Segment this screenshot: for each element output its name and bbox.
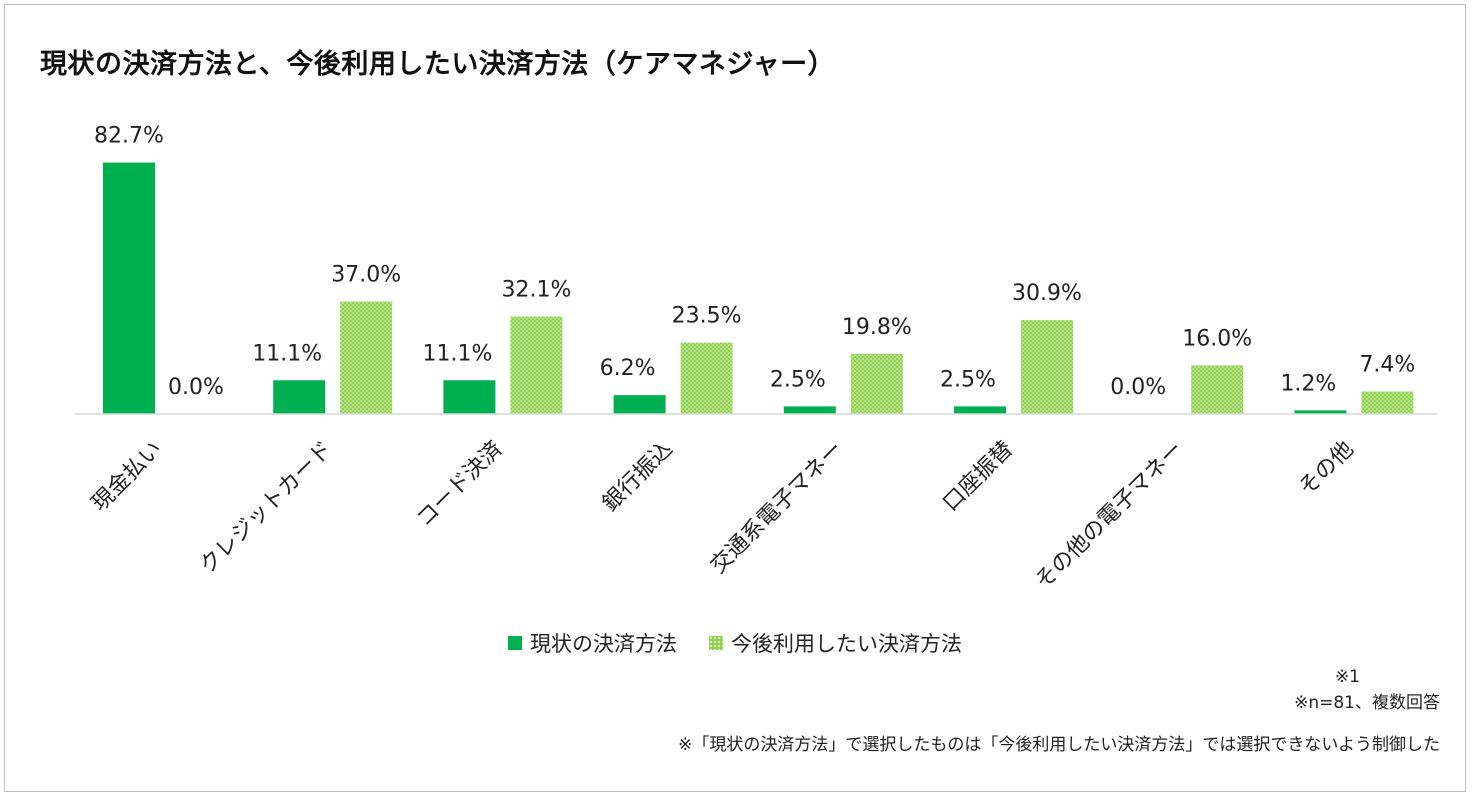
bar-future-3 — [680, 342, 733, 414]
category-label-0: 現金払い — [87, 437, 167, 517]
data-label-future-7: 7.4% — [1359, 353, 1415, 378]
bar-future-6 — [1191, 365, 1244, 414]
bar-future-2 — [510, 316, 563, 414]
category-label-6: その他の電子マネー — [1031, 437, 1189, 595]
bar-future-5 — [1021, 320, 1073, 414]
data-label-current-7: 1.2% — [1280, 371, 1336, 396]
category-label-5: 口座振替 — [938, 437, 1018, 517]
category-label-7: その他 — [1294, 437, 1358, 501]
data-label-current-0: 82.7% — [94, 124, 164, 149]
legend-label-future: 今後利用したい決済方法 — [731, 632, 962, 656]
bar-future-4 — [850, 353, 903, 414]
data-label-current-4: 2.5% — [770, 367, 826, 392]
bar-future-1 — [340, 301, 393, 414]
data-label-future-5: 30.9% — [1012, 281, 1082, 306]
legend-swatch-current — [508, 636, 522, 650]
data-label-future-6: 16.0% — [1182, 326, 1252, 351]
bar-current-2 — [443, 380, 496, 414]
data-label-future-4: 19.8% — [842, 315, 912, 340]
note-sample: ※n=81、複数回答 — [1294, 693, 1440, 713]
legend-swatch-future — [709, 636, 723, 650]
category-label-1: クレジットカード — [195, 437, 337, 579]
legend-item-future: 今後利用したい決済方法 — [709, 628, 962, 658]
category-label-3: 銀行振込 — [598, 437, 678, 517]
data-label-future-0: 0.0% — [168, 375, 224, 400]
data-label-future-1: 37.0% — [331, 263, 401, 288]
data-label-future-3: 23.5% — [672, 304, 742, 329]
legend-item-current: 現状の決済方法 — [508, 628, 677, 658]
data-label-current-6: 0.0% — [1110, 375, 1166, 400]
data-label-current-2: 11.1% — [422, 341, 492, 366]
legend: 現状の決済方法 今後利用したい決済方法 — [508, 628, 994, 658]
data-label-current-5: 2.5% — [940, 367, 996, 392]
bar-current-7 — [1294, 410, 1347, 414]
legend-label-current: 現状の決済方法 — [530, 632, 677, 656]
category-label-4: 交通系電子マネー — [706, 437, 848, 579]
note-ref: ※1 — [1334, 667, 1360, 687]
bar-future-7 — [1361, 391, 1414, 414]
bar-current-0 — [103, 162, 155, 414]
data-label-current-3: 6.2% — [600, 356, 656, 381]
chart-title: 現状の決済方法と、今後利用したい決済方法（ケアマネジャー） — [40, 49, 836, 80]
data-label-future-2: 32.1% — [501, 277, 571, 302]
bar-current-4 — [783, 406, 836, 414]
data-label-current-1: 11.1% — [252, 341, 322, 366]
note-footnote: ※「現状の決済方法」で選択したものは「今後利用したい決済方法」では選択できないよ… — [678, 735, 1440, 755]
bar-current-1 — [273, 380, 326, 414]
bar-current-5 — [954, 406, 1006, 414]
bar-current-3 — [613, 395, 666, 414]
category-label-2: コード決済 — [412, 437, 507, 532]
